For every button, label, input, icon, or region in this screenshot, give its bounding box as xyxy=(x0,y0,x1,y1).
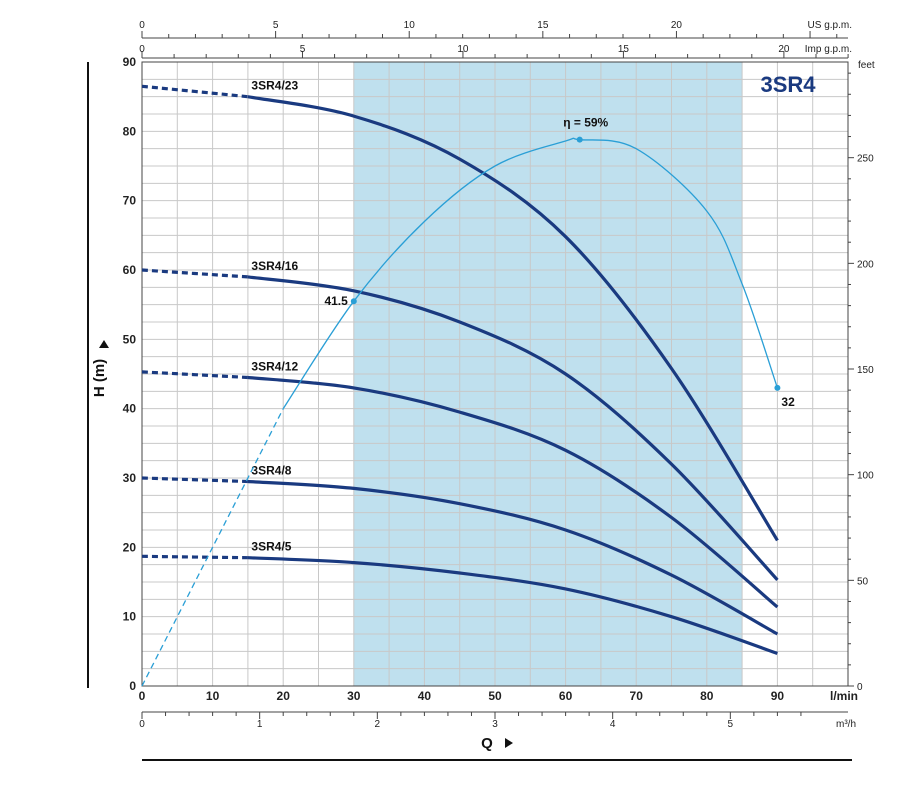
chart-title: 3SR4 xyxy=(760,72,816,97)
y-tick-label: 80 xyxy=(123,124,137,138)
impgpm-axis-label: Imp g.p.m. xyxy=(805,44,852,55)
usgpm-tick-label: 10 xyxy=(404,20,416,31)
axes: 0 10 20 30 40 50 60 70 80 90 l/min0102030405060708… xyxy=(123,20,875,730)
y-tick-label: 0 xyxy=(129,679,136,693)
y2-tick-label: 200 xyxy=(857,259,874,270)
x-tick-label: 40 xyxy=(418,689,432,703)
x-tick-label: 30 xyxy=(347,689,361,703)
series-3sr4-12: 3SR4/12 xyxy=(141,359,779,609)
y2-tick-label: 150 xyxy=(857,365,874,376)
head-curve-dashed xyxy=(141,476,248,484)
y2-tick-label: 250 xyxy=(857,154,874,165)
y-axis-label: H (m) xyxy=(91,359,108,397)
efficiency-line-solid xyxy=(282,137,779,410)
usgpm-tick-label: 5 xyxy=(273,20,279,31)
impgpm-tick-label: 10 xyxy=(457,44,469,55)
y2-axis-label: feet xyxy=(858,60,875,71)
y-tick-label: 50 xyxy=(123,332,137,346)
y2-tick-label: 0 xyxy=(857,682,863,693)
head-curve-solid xyxy=(247,479,779,636)
head-curve-dashed xyxy=(141,554,248,560)
x-tick-label: 60 xyxy=(559,689,573,703)
y-tick-label: 90 xyxy=(123,55,137,69)
m3h-tick-label: 5 xyxy=(728,719,734,730)
series-label: 3SR4/12 xyxy=(251,359,298,373)
x-axis-unit-label: l/min xyxy=(830,689,858,703)
x-tick-label: 70 xyxy=(630,689,644,703)
x-tick-label: 10 xyxy=(206,689,220,703)
efficiency-peak-label: η = 59% xyxy=(563,116,608,130)
x-tick-label: 90 xyxy=(771,689,785,703)
efficiency-line-dashed xyxy=(141,408,284,687)
h-arrow-icon xyxy=(99,340,109,348)
impgpm-tick-label: 20 xyxy=(778,44,790,55)
y-tick-label: 10 xyxy=(123,610,137,624)
efficiency-point xyxy=(350,298,357,305)
series-3sr4-8: 3SR4/8 xyxy=(141,463,779,636)
impgpm-tick-label: 15 xyxy=(618,44,630,55)
y2-tick-label: 50 xyxy=(857,576,869,587)
x-tick-label: 50 xyxy=(488,689,502,703)
impgpm-tick-label: 5 xyxy=(300,44,306,55)
series-label: 3SR4/8 xyxy=(251,463,291,477)
m3h-tick-label: 1 xyxy=(257,719,263,730)
usgpm-axis-label: US g.p.m. xyxy=(808,20,852,31)
efficiency-point xyxy=(576,136,583,143)
m3h-tick-label: 4 xyxy=(610,719,616,730)
m3h-tick-label: 0 xyxy=(139,719,145,730)
y-tick-label: 20 xyxy=(123,540,137,554)
m3h-tick-label: 3 xyxy=(492,719,498,730)
series-label: 3SR4/5 xyxy=(251,540,291,554)
series-3sr4-23: 3SR4/23 xyxy=(141,79,779,542)
efficiency-curve: η = 59% 41.5 32 xyxy=(141,116,795,687)
usgpm-tick-label: 15 xyxy=(537,20,549,31)
head-curve-dashed xyxy=(141,84,249,99)
x-tick-label: 20 xyxy=(277,689,291,703)
grid xyxy=(141,61,849,687)
head-curve-solid xyxy=(247,375,779,609)
efficiency-end-label: 32 xyxy=(781,395,795,409)
y-tick-label: 30 xyxy=(123,471,137,485)
x-tick-label: 0 xyxy=(139,689,146,703)
head-curve-dashed xyxy=(141,370,248,380)
series-label: 3SR4/16 xyxy=(251,259,298,273)
y-tick-label: 40 xyxy=(123,402,137,416)
series-3sr4-16: 3SR4/16 xyxy=(141,259,779,581)
m3h-tick-label: 2 xyxy=(375,719,381,730)
efficiency-point xyxy=(774,384,781,391)
head-curve-solid xyxy=(247,275,779,581)
y2-tick-label: 100 xyxy=(857,471,874,482)
m3h-axis-label: m³/h xyxy=(836,719,856,730)
q-arrow-icon xyxy=(505,738,513,748)
impgpm-tick-label: 0 xyxy=(139,44,145,55)
y-tick-label: 70 xyxy=(123,194,137,208)
head-curves: 3SR4/23 3SR4/16 3SR4/12 3SR4/8 3SR4/5 xyxy=(141,79,779,655)
series-3sr4-5: 3SR4/5 xyxy=(141,540,778,655)
q-axis-label: Q xyxy=(481,735,493,752)
head-curve-solid xyxy=(247,556,778,655)
series-label: 3SR4/23 xyxy=(251,79,298,93)
y-tick-label: 60 xyxy=(123,263,137,277)
efficiency-start-label: 41.5 xyxy=(324,294,348,308)
x-tick-label: 80 xyxy=(700,689,714,703)
usgpm-tick-label: 0 xyxy=(139,20,145,31)
usgpm-tick-label: 20 xyxy=(671,20,683,31)
head-curve-solid xyxy=(247,95,779,542)
head-curve-dashed xyxy=(141,268,248,279)
